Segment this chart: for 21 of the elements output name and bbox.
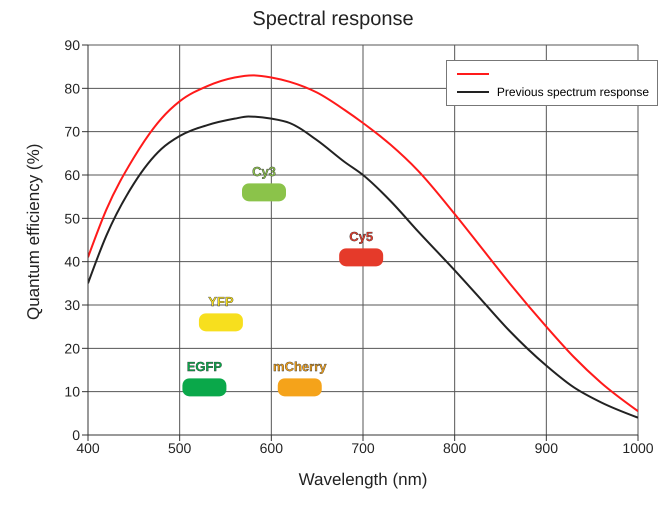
series-label: mCherry	[273, 358, 328, 374]
legend-label: Previous spectrum response	[496, 85, 649, 99]
x-tick-label: 800	[442, 440, 467, 456]
chart-title: Spectral response	[251, 8, 415, 31]
x-tick-label: 1000	[622, 440, 654, 456]
y-tick-label: 70	[64, 124, 80, 140]
y-tick-label: 50	[64, 210, 80, 226]
y-tick-label: 20	[64, 340, 80, 356]
y-tick-label: 10	[64, 384, 80, 400]
series-label: EGFP	[186, 358, 222, 374]
x-tick-label: 700	[351, 440, 375, 456]
x-tick-label: 600	[260, 440, 284, 456]
y-axis-title: Quantum efficiency (%)	[24, 144, 44, 320]
x-axis-title: Wavelength (nm)	[298, 470, 428, 489]
y-tick-label: 30	[64, 296, 80, 313]
y-tick-label: 80	[64, 80, 80, 96]
x-tick-label: 900	[534, 440, 558, 456]
y-tick-label: 90	[64, 36, 80, 53]
y-tick-label: 60	[64, 166, 80, 183]
y-tick-label: 40	[64, 254, 80, 270]
x-tick-label: 500	[168, 440, 192, 456]
